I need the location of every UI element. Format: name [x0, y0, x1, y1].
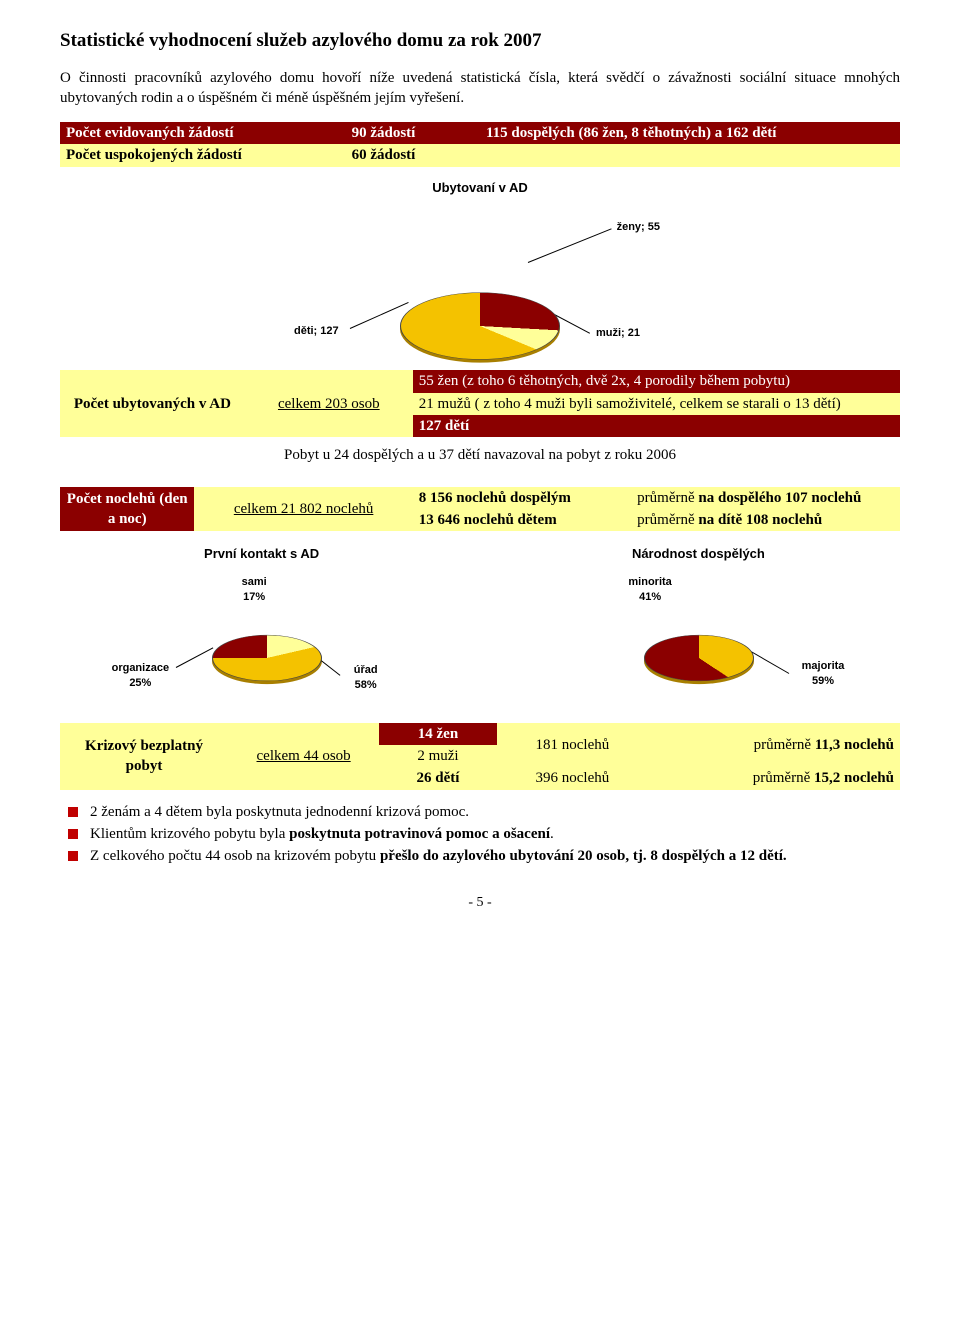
label-majorita: majorita59% [802, 659, 845, 689]
nights-r1-right-a: průměrně [637, 490, 698, 506]
crisis-mid: celkem 44 osob [228, 723, 379, 790]
pie-narodnost [644, 635, 754, 681]
nights-r1-right-b: na dospělého 107 noclehů [698, 490, 861, 506]
acc-left: Počet ubytovaných v AD [60, 370, 245, 437]
page-title: Statistické vyhodnocení služeb azylového… [60, 28, 900, 54]
label-urad: úřad58% [354, 663, 378, 693]
chart-ubytovani: Ubytovaní v AD ženy; 55 muži; 21 děti; 1… [60, 179, 900, 353]
label-deti: děti; 127 [294, 324, 339, 339]
bullet-3b: přešlo do azylového ubytování 20 osob, t… [380, 848, 787, 864]
intro-paragraph: O činnosti pracovníků azylového domu hov… [60, 68, 900, 109]
crisis-c4r1: průměrně 11,3 noclehů [648, 723, 900, 768]
crisis-c4r3: průměrně 15,2 noclehů [648, 767, 900, 789]
label-minorita: minorita41% [628, 575, 671, 605]
crisis-c4r1-a: průměrně [754, 737, 815, 753]
nights-left: Počet noclehů (den a noc) [60, 487, 194, 532]
nights-r1-right: průměrně na dospělého 107 noclehů [631, 487, 900, 509]
req-row2-mid: 60 žádostí [346, 144, 480, 166]
pie-kontakt [212, 635, 322, 681]
nights-table: Počet noclehů (den a noc) celkem 21 802 … [60, 487, 900, 532]
label-sami: sami17% [242, 575, 267, 605]
two-charts-row: První kontakt s AD sami17% úřad58% organ… [60, 545, 900, 701]
nights-r1-left: 8 156 noclehů dospělým [413, 487, 631, 509]
req-row1-label: Počet evidovaných žádostí [60, 122, 346, 144]
acc-mid: celkem 203 osob [245, 370, 413, 437]
label-muzi: muži; 21 [596, 326, 640, 341]
crisis-c2r3: 26 dětí [379, 767, 497, 789]
bullet-3a: Z celkového počtu 44 osob na krizovém po… [90, 848, 380, 864]
chart-kontakt-title: První kontakt s AD [60, 545, 463, 563]
bullet-2a: Klientům krizového pobytu byla [90, 826, 289, 842]
crisis-c3r3: 396 noclehů [497, 767, 648, 789]
chart-kontakt: První kontakt s AD sami17% úřad58% organ… [60, 545, 463, 701]
crisis-c3r1: 181 noclehů [497, 723, 648, 768]
bullet-1: 2 ženám a 4 dětem byla poskytnuta jednod… [66, 802, 900, 822]
req-row1-mid: 90 žádostí [346, 122, 480, 144]
req-row2-label: Počet uspokojených žádostí [60, 144, 346, 166]
crisis-c4r3-b: 15,2 noclehů [814, 770, 894, 786]
bullet-2: Klientům krizového pobytu byla poskytnut… [66, 824, 900, 844]
nights-r2-left: 13 646 noclehů dětem [413, 509, 631, 531]
crisis-table: Krizový bezplatný pobyt celkem 44 osob 1… [60, 723, 900, 790]
nights-r2-right-a: průměrně [637, 512, 698, 528]
bullet-list: 2 ženám a 4 dětem byla poskytnuta jednod… [60, 802, 900, 867]
page-number: - 5 - [60, 894, 900, 913]
bullet-3: Z celkového počtu 44 osob na krizovém po… [66, 846, 900, 866]
nights-r2-right: průměrně na dítě 108 noclehů [631, 509, 900, 531]
label-organizace: organizace25% [112, 661, 169, 691]
bullet-2b: poskytnuta potravinová pomoc a ošacení [289, 826, 550, 842]
chart-narodnost-title: Národnost dospělých [497, 545, 900, 563]
req-row2-right [480, 144, 900, 166]
chart-ubyt-title: Ubytovaní v AD [60, 179, 900, 197]
crisis-left: Krizový bezplatný pobyt [60, 723, 228, 790]
crisis-c2r2: 2 muži [379, 745, 497, 767]
req-row1-right: 115 dospělých (86 žen, 8 těhotných) a 16… [480, 122, 900, 144]
crisis-c4r3-a: průměrně [753, 770, 814, 786]
label-zeny: ženy; 55 [617, 220, 660, 235]
acc-r3: 127 dětí [413, 415, 900, 437]
pie-ubyt [400, 293, 560, 360]
nights-mid: celkem 21 802 noclehů [194, 487, 412, 532]
chart-narodnost: Národnost dospělých minorita41% majorita… [497, 545, 900, 701]
crisis-c4r1-b: 11,3 noclehů [815, 737, 894, 753]
bullet-2c: . [550, 826, 554, 842]
crisis-c2r1: 14 žen [379, 723, 497, 745]
nights-r2-right-b: na dítě 108 noclehů [698, 512, 822, 528]
requests-table: Počet evidovaných žádostí 90 žádostí 115… [60, 122, 900, 167]
acc-followup: Pobyt u 24 dospělých a u 37 dětí navazov… [60, 437, 900, 466]
